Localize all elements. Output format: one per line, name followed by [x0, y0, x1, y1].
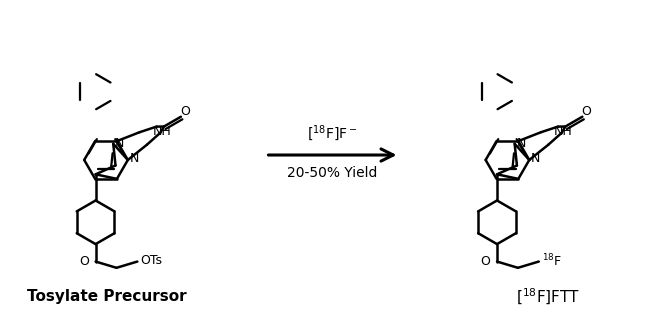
Text: N: N [531, 153, 541, 165]
Text: OTs: OTs [141, 254, 163, 267]
Text: O: O [79, 255, 89, 268]
Text: N: N [517, 137, 526, 150]
Text: 20-50% Yield: 20-50% Yield [287, 166, 378, 180]
Text: NH: NH [153, 125, 171, 138]
Text: [$^{18}$F]F$^-$: [$^{18}$F]F$^-$ [307, 123, 358, 143]
Text: O: O [180, 105, 190, 118]
Text: $^{18}$F: $^{18}$F [541, 252, 562, 269]
Text: O: O [480, 255, 490, 268]
Text: O: O [581, 105, 591, 118]
Text: [$^{18}$F]FTT: [$^{18}$F]FTT [516, 287, 580, 307]
Text: NH: NH [554, 125, 573, 138]
Text: N: N [115, 137, 125, 150]
Text: N: N [130, 153, 139, 165]
Text: Tosylate Precursor: Tosylate Precursor [27, 289, 187, 304]
